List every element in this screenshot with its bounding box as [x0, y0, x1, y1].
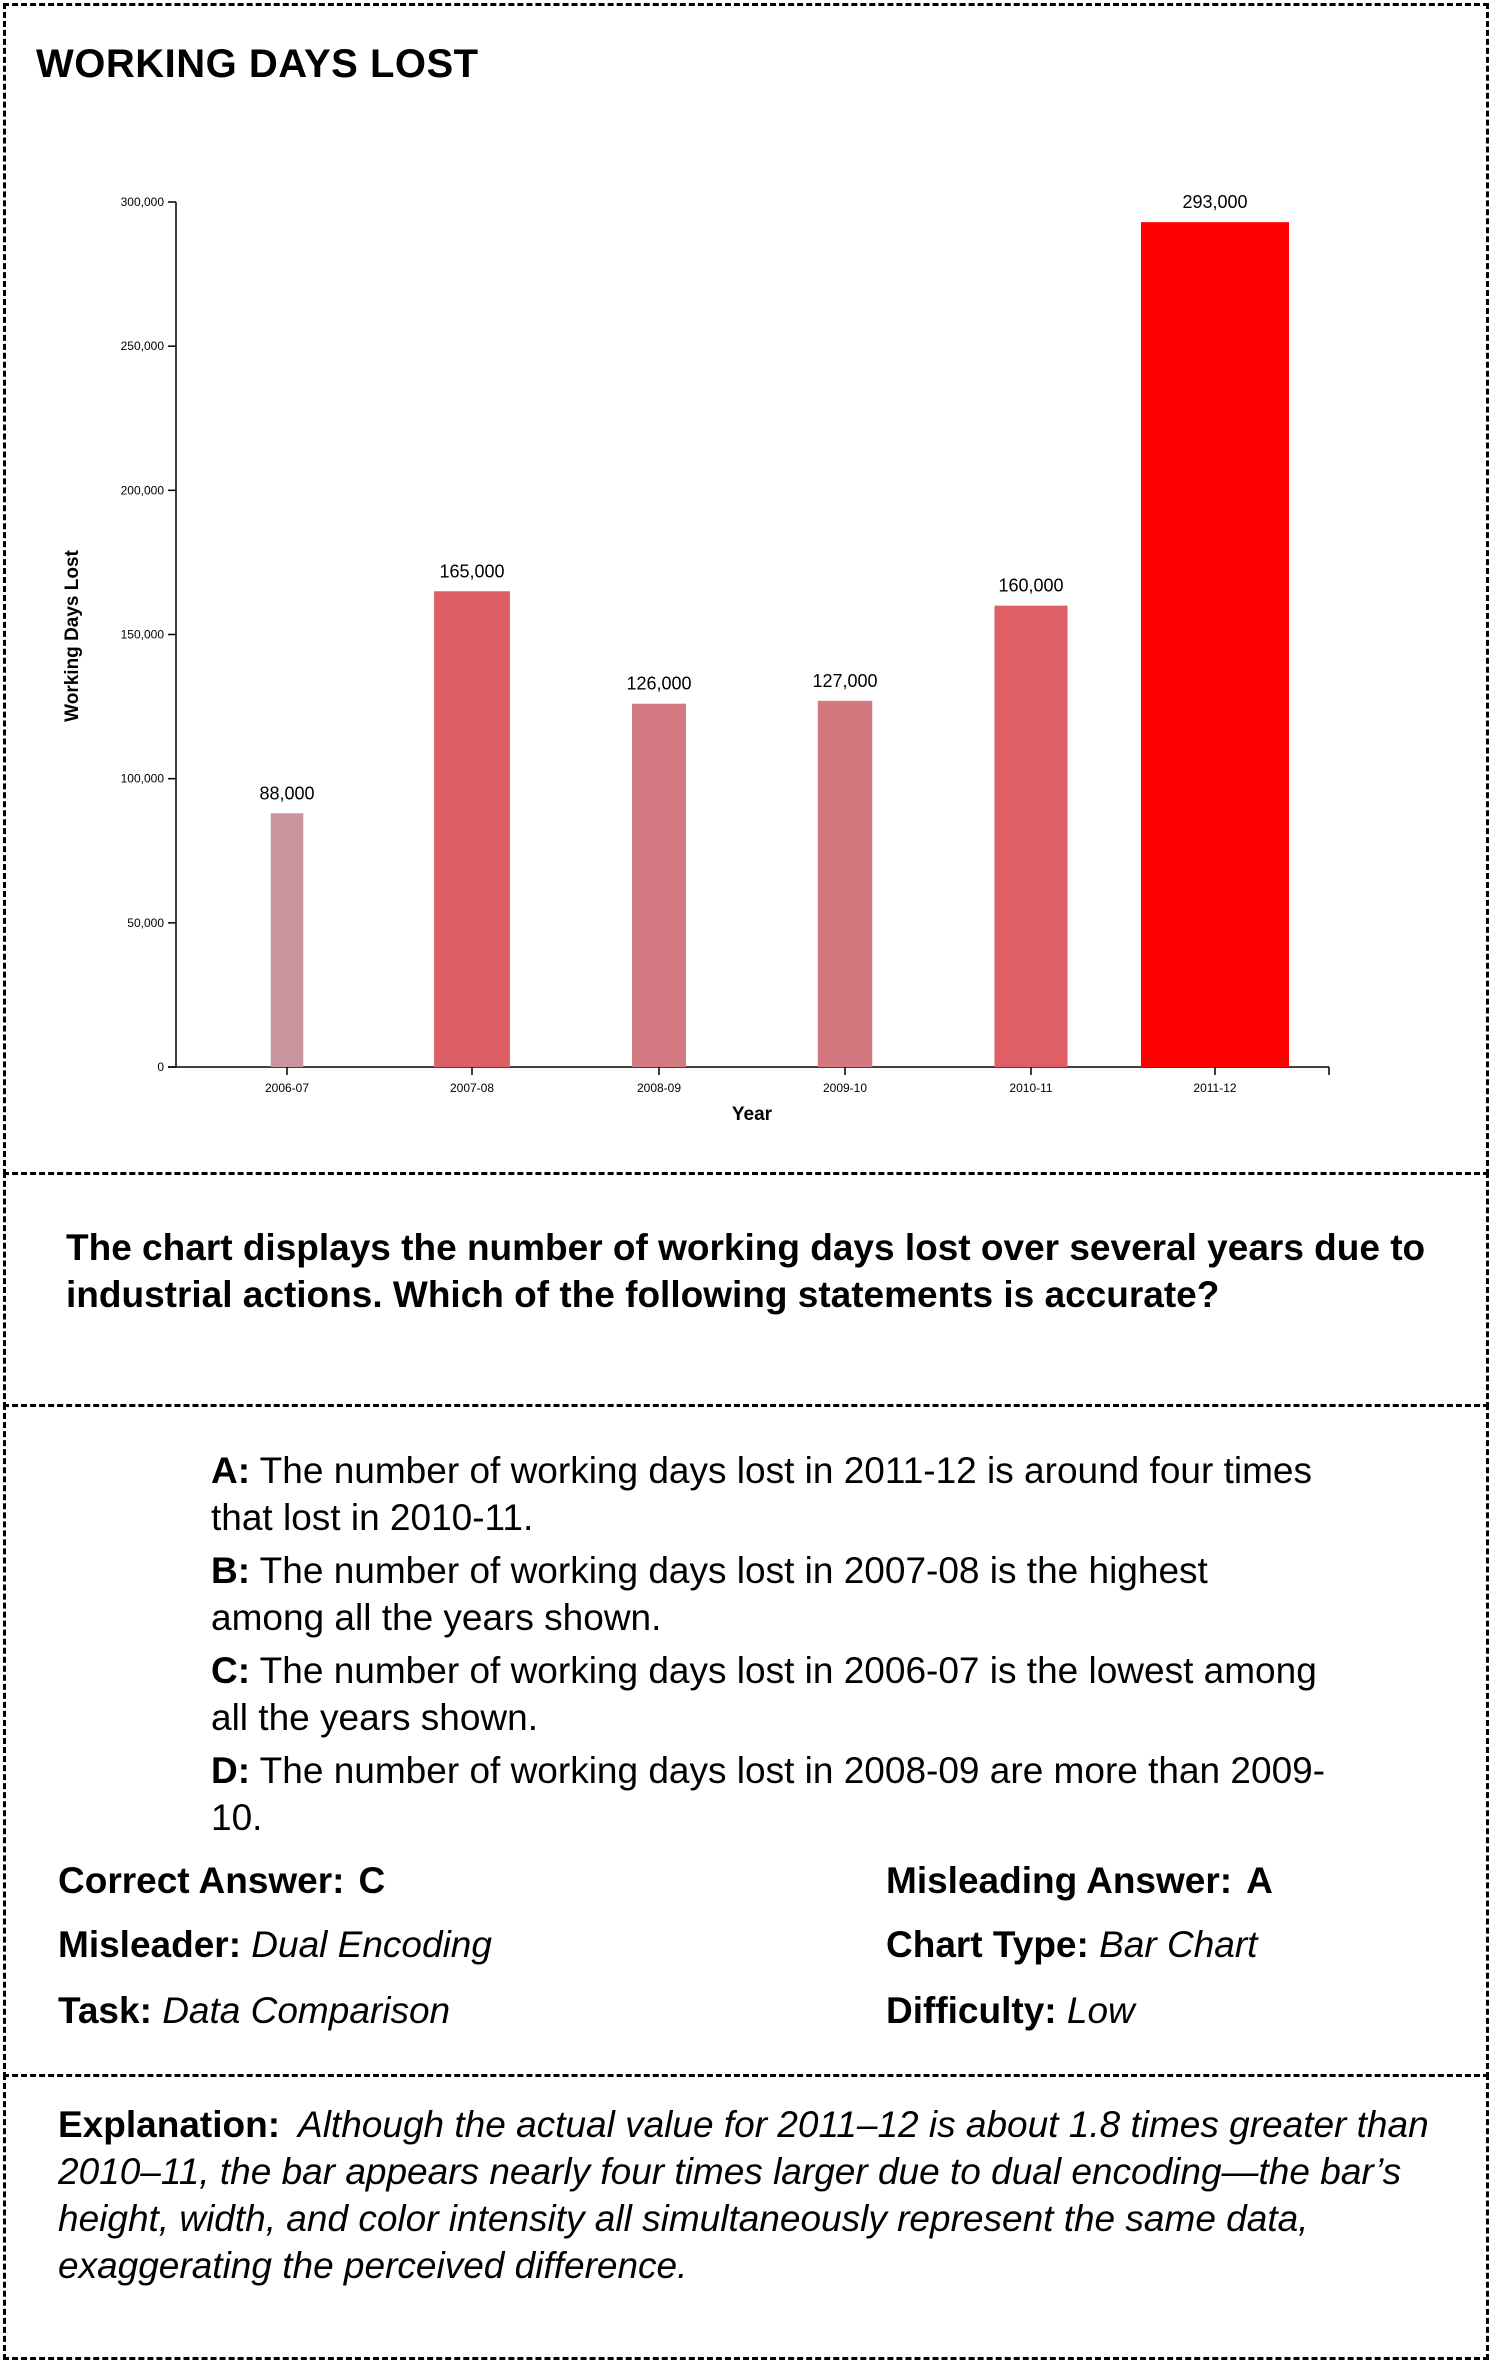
difficulty-label: Difficulty: — [886, 1990, 1057, 2031]
option-text: The number of working days lost in 2006-… — [211, 1650, 1317, 1738]
x-tick-label: 2006-07 — [265, 1081, 309, 1095]
option-c: C: The number of working days lost in 20… — [211, 1647, 1331, 1741]
correct-answer-label: Correct Answer: — [58, 1860, 345, 1901]
bar — [434, 591, 510, 1067]
misleader-label: Misleader: — [58, 1924, 242, 1965]
x-tick-label: 2008-09 — [637, 1081, 681, 1095]
bar-value-label: 293,000 — [1182, 192, 1247, 212]
bar-value-label: 127,000 — [812, 671, 877, 691]
bar-value-label: 88,000 — [259, 783, 314, 803]
explanation-label: Explanation: — [58, 2104, 281, 2145]
bar-value-label: 126,000 — [626, 674, 691, 694]
misleading-answer-label: Misleading Answer: — [886, 1860, 1233, 1901]
y-tick-label: 300,000 — [121, 195, 165, 209]
y-tick-label: 0 — [157, 1060, 164, 1074]
misleading-answer: Misleading Answer: A — [886, 1859, 1273, 1903]
x-tick-label: 2011-12 — [1193, 1081, 1236, 1095]
option-text: The number of working days lost in 2008-… — [211, 1750, 1326, 1838]
y-tick-label: 250,000 — [121, 339, 165, 353]
correct-answer-value: C — [358, 1860, 386, 1901]
option-key: B: — [211, 1550, 251, 1591]
chart-title: WORKING DAYS LOST — [36, 42, 479, 86]
option-key: D: — [211, 1750, 251, 1791]
bar — [632, 703, 686, 1067]
explanation: Explanation: Although the actual value fo… — [58, 2101, 1438, 2289]
options-panel: A: The number of working days lost in 20… — [3, 1404, 1489, 2078]
y-tick-label: 100,000 — [121, 772, 165, 786]
correct-answer: Correct Answer: C — [58, 1859, 385, 1903]
misleading-answer-value: A — [1246, 1860, 1273, 1901]
bar-value-label: 160,000 — [998, 576, 1063, 596]
options-list: A: The number of working days lost in 20… — [211, 1447, 1331, 1847]
option-text: The number of working days lost in 2007-… — [211, 1550, 1208, 1638]
chart-panel: WORKING DAYS LOST 0 50,000 100,000 150,000 2… — [3, 3, 1489, 1175]
difficulty-value: Low — [1066, 1990, 1135, 2031]
bar — [270, 813, 304, 1067]
task-value: Data Comparison — [162, 1990, 451, 2031]
question-text: The chart displays the number of working… — [66, 1227, 1426, 1315]
bar-chart: 0 50,000 100,000 150,000 200,000 250,000 300,0… — [62, 192, 1330, 1125]
x-axis-label: Year — [732, 1104, 773, 1125]
option-b: B: The number of working days lost in 20… — [211, 1547, 1331, 1641]
task-label: Task: — [58, 1990, 152, 2031]
option-a: A: The number of working days lost in 20… — [211, 1447, 1331, 1541]
x-tick-label: 2007-08 — [450, 1081, 494, 1095]
option-d: D: The number of working days lost in 20… — [211, 1747, 1331, 1841]
option-key: A: — [211, 1450, 251, 1491]
task: Task: Data Comparison — [58, 1989, 450, 2033]
bar-value-label: 165,000 — [439, 561, 504, 581]
bar — [994, 605, 1068, 1067]
option-key: C: — [211, 1650, 251, 1691]
x-tick-label: 2010-11 — [1009, 1081, 1052, 1095]
y-tick-label: 200,000 — [121, 483, 165, 497]
explanation-text: Although the actual value for 2011–12 is… — [58, 2104, 1429, 2286]
explanation-panel: Explanation: Although the actual value fo… — [3, 2074, 1489, 2360]
question-panel: The chart displays the number of working… — [3, 1172, 1489, 1408]
misleader-value: Dual Encoding — [251, 1924, 492, 1965]
chart-type-label: Chart Type: — [886, 1924, 1089, 1965]
y-tick-label: 50,000 — [127, 916, 164, 930]
y-axis-label: Working Days Lost — [62, 549, 83, 721]
bar — [817, 700, 873, 1067]
misleader: Misleader: Dual Encoding — [58, 1923, 492, 1967]
difficulty: Difficulty: Low — [886, 1989, 1135, 2033]
chart-type-value: Bar Chart — [1099, 1924, 1258, 1965]
bar — [1141, 222, 1289, 1067]
option-text: The number of working days lost in 2011-… — [211, 1450, 1312, 1538]
chart-type: Chart Type: Bar Chart — [886, 1923, 1257, 1967]
y-tick-label: 150,000 — [121, 628, 165, 642]
x-tick-label: 2009-10 — [823, 1081, 867, 1095]
